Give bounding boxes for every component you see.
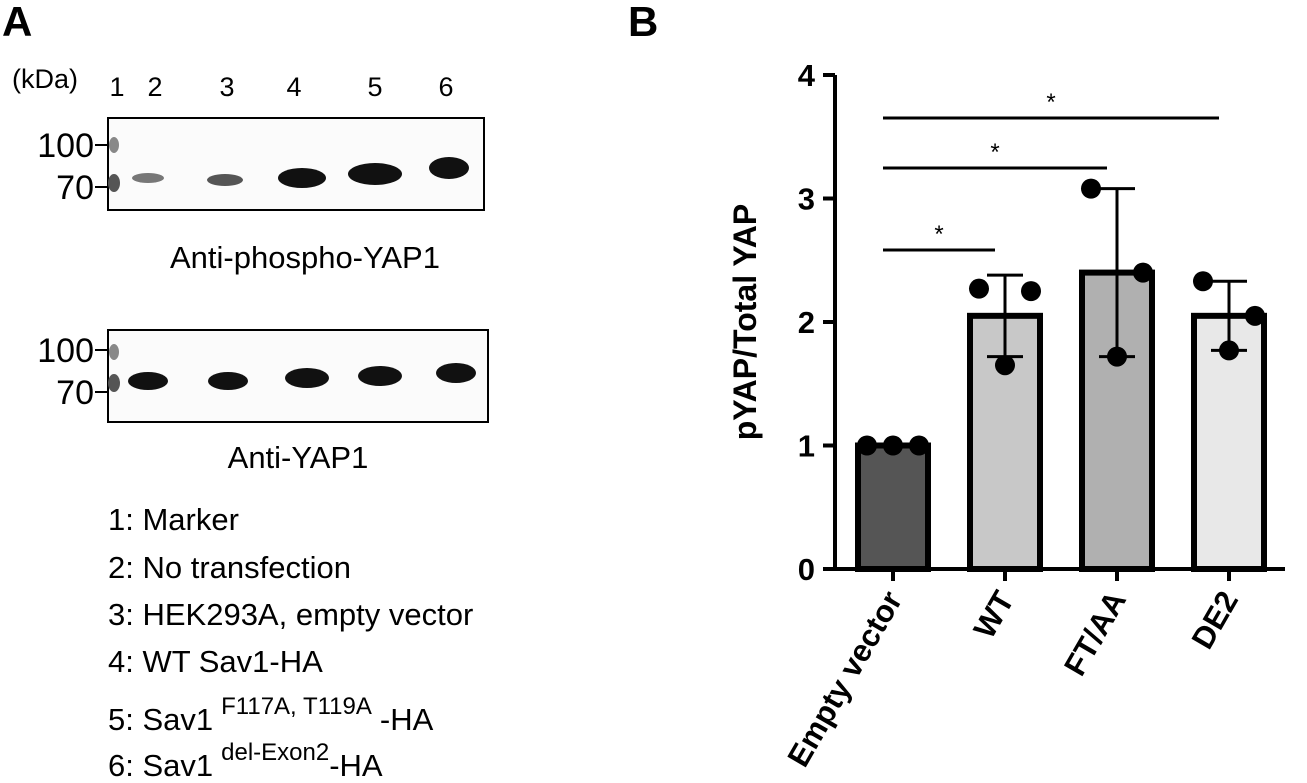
legend-sup: F117A, T119A — [221, 693, 372, 720]
lane-label: 5 — [367, 72, 382, 102]
data-point — [909, 435, 929, 456]
legend-entry: 2: No transfection — [108, 550, 351, 585]
significance-label: * — [990, 139, 999, 166]
x-tick-label: FT/AA — [1057, 585, 1133, 682]
data-point — [1021, 281, 1041, 302]
plot: 0 1 2 3 4 Empty vector WT FT/AA DE2 * * * — [781, 58, 1285, 773]
y-tick-label: 3 — [798, 182, 815, 217]
legend-entry: 5: Sav1 F117A, T119A -HA — [108, 693, 434, 737]
data-point — [969, 278, 989, 299]
legend-sup: del-Exon2 — [221, 739, 329, 766]
significance-label: * — [1046, 89, 1055, 116]
data-point — [1245, 305, 1265, 326]
bands — [108, 137, 469, 192]
legend-text: -HA — [380, 702, 434, 737]
data-point — [883, 435, 903, 456]
lane-label: 3 — [219, 72, 234, 102]
y-tick-label: 4 — [798, 58, 816, 93]
data-point — [995, 355, 1015, 376]
bands — [108, 344, 476, 392]
lane-label: 1 — [109, 72, 124, 102]
data-point — [1193, 271, 1213, 292]
lane-label: 6 — [438, 72, 453, 102]
y-tick-label: 0 — [798, 552, 815, 587]
data-point — [1107, 346, 1127, 367]
marker-label: 100 — [37, 127, 94, 165]
bar — [855, 442, 931, 572]
legend-entry: 4: WT Sav1-HA — [108, 644, 323, 679]
lane-label: 2 — [147, 72, 162, 102]
data-point — [1081, 178, 1101, 199]
marker-label: 70 — [56, 169, 94, 207]
marker-label: 100 — [37, 332, 94, 370]
panel-label: A — [2, 0, 32, 45]
legend-entry: 6: Sav1 del-Exon2-HA — [108, 739, 383, 783]
legend-text: -HA — [329, 748, 383, 783]
y-axis-title: pYAP/Total YAP — [727, 204, 763, 441]
data-point — [1219, 340, 1239, 361]
blot-caption: Anti-phospho-YAP1 — [170, 240, 440, 275]
legend-text: 6: Sav1 — [108, 748, 213, 783]
blot-caption: Anti-YAP1 — [228, 440, 369, 475]
legend-entry: 3: HEK293A, empty vector — [108, 597, 473, 632]
y-tick-label: 2 — [798, 305, 815, 340]
panel-label: B — [628, 0, 658, 45]
unit-label: (kDa) — [12, 64, 78, 94]
significance-label: * — [934, 221, 943, 248]
data-point — [857, 435, 877, 456]
legend-text: 5: Sav1 — [108, 702, 213, 737]
legend-entry: 1: Marker — [108, 502, 239, 537]
x-tick-label: WT — [967, 585, 1021, 644]
marker-label: 70 — [56, 374, 94, 412]
data-point — [1133, 262, 1153, 283]
x-tick-label: Empty vector — [781, 585, 910, 773]
y-tick-label: 1 — [798, 429, 815, 464]
lane-label: 4 — [286, 72, 301, 102]
blot — [107, 117, 485, 211]
x-tick-label: DE2 — [1185, 585, 1245, 655]
